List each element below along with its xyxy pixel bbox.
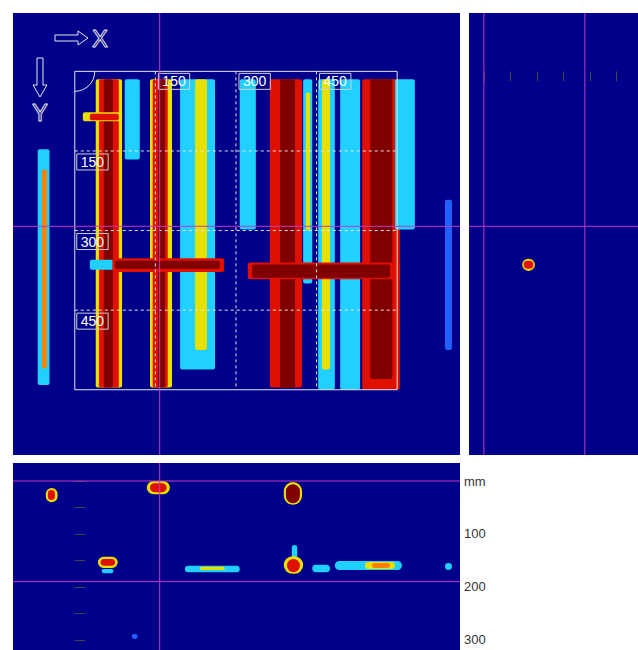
svg-text:200: 200 bbox=[464, 579, 486, 594]
svg-text:100: 100 bbox=[464, 526, 486, 541]
svg-text:450: 450 bbox=[324, 73, 348, 89]
svg-text:mm: mm bbox=[464, 474, 486, 489]
svg-text:Y: Y bbox=[32, 99, 48, 126]
svg-text:150: 150 bbox=[81, 154, 105, 170]
svg-text:300: 300 bbox=[464, 632, 486, 647]
svg-text:300: 300 bbox=[243, 73, 267, 89]
svg-text:X: X bbox=[92, 25, 108, 52]
svg-text:150: 150 bbox=[162, 73, 186, 89]
svg-text:450: 450 bbox=[81, 313, 105, 329]
svg-text:300: 300 bbox=[81, 234, 105, 250]
